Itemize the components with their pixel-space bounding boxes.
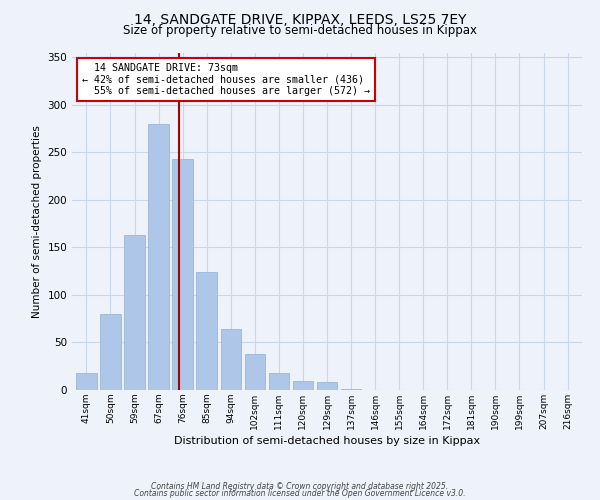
Bar: [196, 272, 217, 390]
Bar: [221, 329, 241, 390]
Bar: [341, 389, 361, 390]
Text: Size of property relative to semi-detached houses in Kippax: Size of property relative to semi-detach…: [123, 24, 477, 37]
Bar: [76, 373, 97, 390]
Bar: [100, 314, 121, 390]
Bar: [317, 382, 337, 390]
Text: 14, SANDGATE DRIVE, KIPPAX, LEEDS, LS25 7EY: 14, SANDGATE DRIVE, KIPPAX, LEEDS, LS25 …: [134, 12, 466, 26]
X-axis label: Distribution of semi-detached houses by size in Kippax: Distribution of semi-detached houses by …: [174, 436, 480, 446]
Y-axis label: Number of semi-detached properties: Number of semi-detached properties: [32, 125, 42, 318]
Text: Contains public sector information licensed under the Open Government Licence v3: Contains public sector information licen…: [134, 488, 466, 498]
Text: Contains HM Land Registry data © Crown copyright and database right 2025.: Contains HM Land Registry data © Crown c…: [151, 482, 449, 491]
Bar: [293, 382, 313, 390]
Bar: [124, 235, 145, 390]
Bar: [245, 354, 265, 390]
Bar: [269, 373, 289, 390]
Text: 14 SANDGATE DRIVE: 73sqm
← 42% of semi-detached houses are smaller (436)
  55% o: 14 SANDGATE DRIVE: 73sqm ← 42% of semi-d…: [82, 62, 370, 96]
Bar: [148, 124, 169, 390]
Bar: [172, 159, 193, 390]
